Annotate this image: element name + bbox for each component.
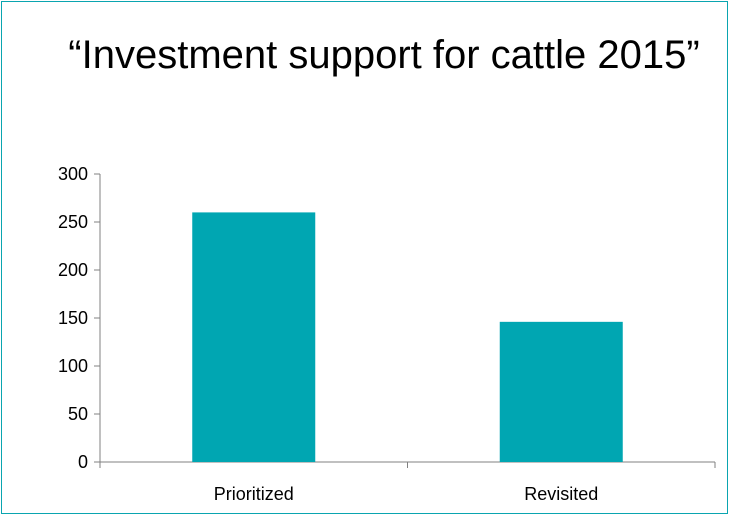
y-tick-label: 200 xyxy=(58,260,88,280)
bar-revisited xyxy=(499,321,623,462)
y-tick-label: 250 xyxy=(58,212,88,232)
bars xyxy=(192,212,623,462)
y-tick-label: 300 xyxy=(58,164,88,184)
bar-prioritized xyxy=(192,212,316,462)
x-tick-label: Prioritized xyxy=(214,484,294,504)
y-tick-label: 100 xyxy=(58,356,88,376)
tick-labels: 0 50 100 150 200 250 300 Prioritized Revisited xyxy=(58,164,598,504)
y-tick-label: 50 xyxy=(68,404,88,424)
chart-title: “Investment support for cattle 2015” xyxy=(68,33,700,77)
y-tick-label: 150 xyxy=(58,308,88,328)
y-tick-label: 0 xyxy=(78,452,88,472)
x-tick-label: Revisited xyxy=(524,484,598,504)
